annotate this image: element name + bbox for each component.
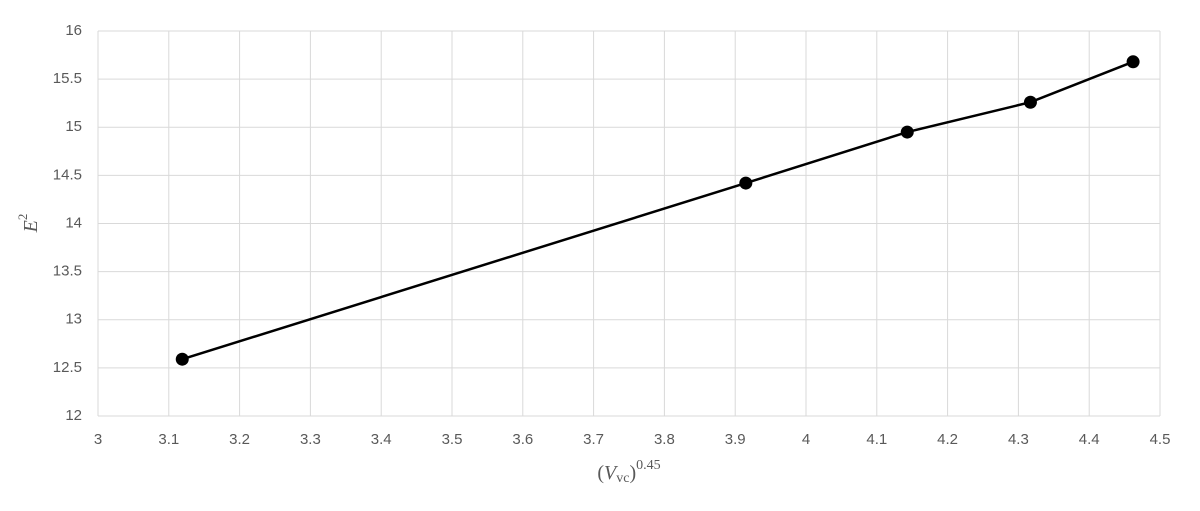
y-tick-label: 15.5 (53, 70, 82, 87)
y-axis-label: E2 (15, 214, 42, 234)
x-label-sub: vc (616, 471, 629, 486)
x-tick-label: 4.1 (866, 431, 887, 448)
x-tick-label: 3.4 (371, 431, 392, 448)
y-tick-label: 14 (65, 214, 82, 231)
data-point (1126, 55, 1140, 69)
y-tick-label: 16 (65, 22, 82, 39)
x-tick-label: 4.2 (937, 431, 958, 448)
x-label-var: V (604, 462, 619, 484)
x-label-exp: 0.45 (636, 458, 661, 473)
y-tick-label: 14.5 (53, 166, 82, 183)
x-tick-label: 3.6 (512, 431, 533, 448)
x-tick-label: 3.7 (583, 431, 604, 448)
data-point (900, 125, 914, 139)
data-line (181, 60, 1134, 361)
y-label-var: E (20, 220, 42, 233)
data-point (175, 352, 189, 366)
x-tick-label: 4.3 (1008, 431, 1029, 448)
y-tick-label: 12 (65, 407, 82, 424)
y-tick-label: 13 (65, 311, 82, 328)
x-tick-label: 3.5 (442, 431, 463, 448)
y-tick-label: 12.5 (53, 359, 82, 376)
x-tick-label: 4.4 (1079, 431, 1100, 448)
x-label-close: ) (629, 462, 636, 484)
y-tick-label: 13.5 (53, 263, 82, 280)
x-tick-label: 3.2 (229, 431, 250, 448)
x-tick-label: 3 (94, 431, 102, 448)
data-point (739, 176, 753, 190)
x-tick-label: 3.9 (725, 431, 746, 448)
y-tick-label: 15 (65, 118, 82, 135)
x-tick-label: 3.1 (158, 431, 179, 448)
x-tick-label: 3.8 (654, 431, 675, 448)
data-point (1023, 95, 1037, 109)
x-tick-label: 4 (802, 431, 810, 448)
x-label-open: ( (597, 462, 604, 484)
x-tick-label: 4.5 (1150, 431, 1171, 448)
y-label-exp: 2 (15, 214, 30, 221)
x-tick-label: 3.3 (300, 431, 321, 448)
x-axis-label: (Vvc)0.45 (597, 458, 660, 486)
